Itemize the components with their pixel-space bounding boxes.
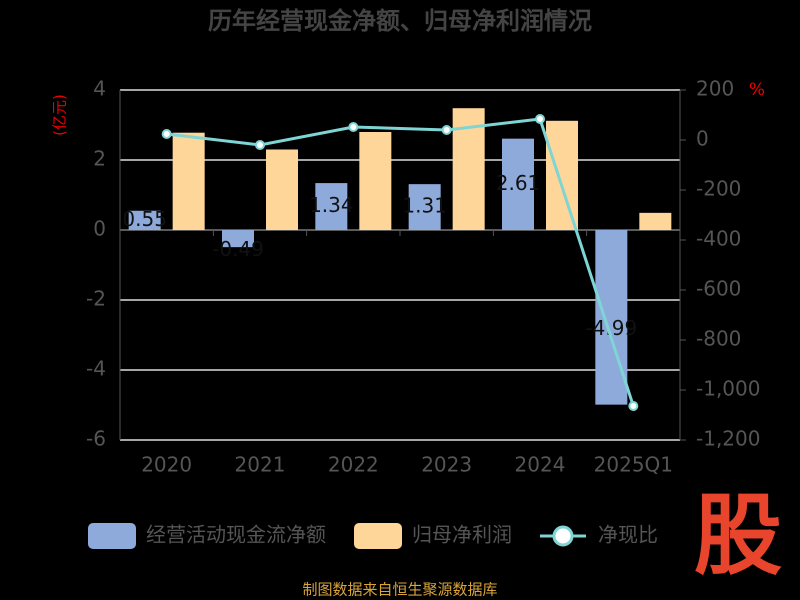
y-tick-label: -6: [86, 427, 106, 451]
data-label: -0.49: [212, 237, 264, 261]
line-point: [255, 140, 265, 150]
y2-tick-label: -600: [696, 277, 741, 301]
y-axis-label: (亿元): [51, 94, 69, 136]
legend-swatch: [354, 523, 402, 549]
bar: [128, 210, 161, 230]
bar: [359, 132, 392, 230]
x-tick-label: 2022: [328, 453, 379, 477]
x-tick-label: 2023: [421, 453, 472, 477]
y-tick-label: -2: [86, 287, 106, 311]
y2-tick-label: -200: [696, 177, 741, 201]
line-point: [161, 129, 172, 139]
y2-tick-label: 0: [696, 127, 709, 151]
bar: [546, 120, 578, 230]
line: [166, 117, 635, 407]
y2-tick-label: -1,200: [696, 427, 760, 451]
bar: [639, 212, 672, 230]
y2-axis-label: %: [749, 80, 765, 100]
line-point: [535, 114, 545, 124]
bar: [502, 138, 534, 230]
line-point: [628, 401, 639, 411]
footer: 制图数据来自恒生聚源数据库: [302, 581, 497, 599]
x-tick-label: 2021: [235, 453, 286, 477]
y2-tick-label: -400: [696, 227, 741, 251]
data-label: 0.55: [122, 207, 167, 231]
y2-tick-label: -800: [696, 327, 741, 351]
bar: [266, 149, 298, 230]
y-tick-label: -4: [86, 357, 106, 381]
y-tick-label: 2: [93, 147, 106, 171]
y2-tick-label: 200: [696, 77, 734, 101]
x-tick-label: 2024: [515, 453, 566, 477]
legend-label: 经营活动现金流净额: [146, 523, 326, 547]
line-point: [441, 125, 452, 135]
bar: [222, 230, 254, 248]
bar: [408, 184, 441, 230]
x-tick-label: 2020: [141, 453, 192, 477]
chart-title: 历年经营现金净额、归母净利润情况: [208, 7, 592, 35]
x-tick-label: 2025Q1: [594, 453, 673, 477]
legend-swatch: [88, 523, 136, 549]
line-point: [348, 122, 359, 132]
data-label: 1.31: [402, 194, 447, 218]
legend-label: 净现比: [598, 523, 658, 547]
y-tick-label: 0: [93, 217, 106, 241]
bar: [172, 132, 205, 230]
y-tick-label: 4: [93, 77, 106, 101]
y2-tick-label: -1,000: [696, 377, 760, 401]
logo: 股: [694, 484, 782, 587]
bar: [315, 183, 348, 230]
data-label: 1.34: [309, 193, 354, 217]
data-label: 2.61: [496, 171, 541, 195]
legend-label: 归母净利润: [412, 523, 512, 547]
legend-marker: [552, 525, 574, 547]
